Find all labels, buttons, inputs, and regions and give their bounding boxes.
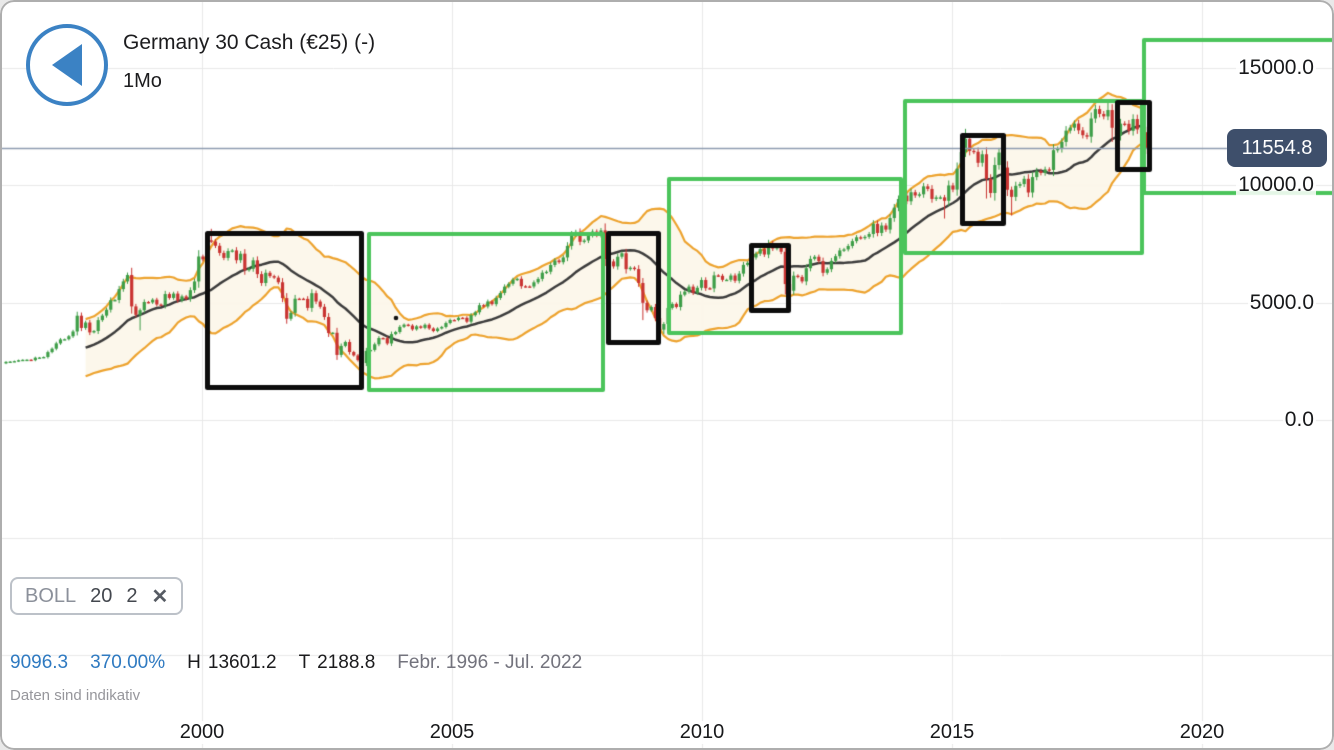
high-value: 13601.2 [207, 652, 277, 673]
back-arrow-icon [52, 44, 82, 86]
current-price-badge: 11554.8 [1227, 129, 1327, 167]
high-label: H [187, 652, 201, 673]
timeframe-label: 1Mo [123, 70, 162, 92]
x-axis-tick: 2015 [924, 721, 980, 744]
x-axis-tick: 2020 [1174, 721, 1230, 744]
indicator-deviation-value: 2 [126, 584, 138, 607]
low-label: T [298, 652, 311, 673]
date-range-label: Febr. 1996 - Jul. 2022 [397, 652, 583, 673]
y-axis-tick: 5000.0 [1247, 290, 1316, 315]
x-axis-tick: 2010 [674, 721, 730, 744]
disclaimer-text: Daten sind indikativ [10, 687, 141, 704]
change-percent-value: 370.00% [90, 652, 166, 673]
indicator-name-label: BOLL [25, 584, 77, 607]
y-axis-tick: 10000.0 [1236, 173, 1316, 197]
statistics-row: 9096.3 370.00% H 13601.2 T 2188.8 Febr. … [10, 652, 582, 674]
back-button[interactable] [26, 24, 108, 106]
y-axis-tick: 0.0 [1282, 408, 1316, 432]
x-axis-tick: 2005 [424, 721, 480, 744]
remove-indicator-icon[interactable]: ✕ [151, 585, 169, 608]
low-value: 2188.8 [317, 652, 376, 673]
x-axis-tick: 2000 [174, 721, 230, 744]
indicator-chip-boll[interactable]: BOLL 20 2 ✕ [10, 577, 184, 615]
change-points-value: 9096.3 [10, 652, 69, 673]
period-low: T 2188.8 [299, 652, 376, 674]
y-axis-tick: 15000.0 [1236, 55, 1316, 80]
period-high: H 13601.2 [187, 652, 276, 674]
indicator-period-value: 20 [90, 584, 113, 607]
instrument-title: Germany 30 Cash (€25) (-) [123, 31, 376, 54]
